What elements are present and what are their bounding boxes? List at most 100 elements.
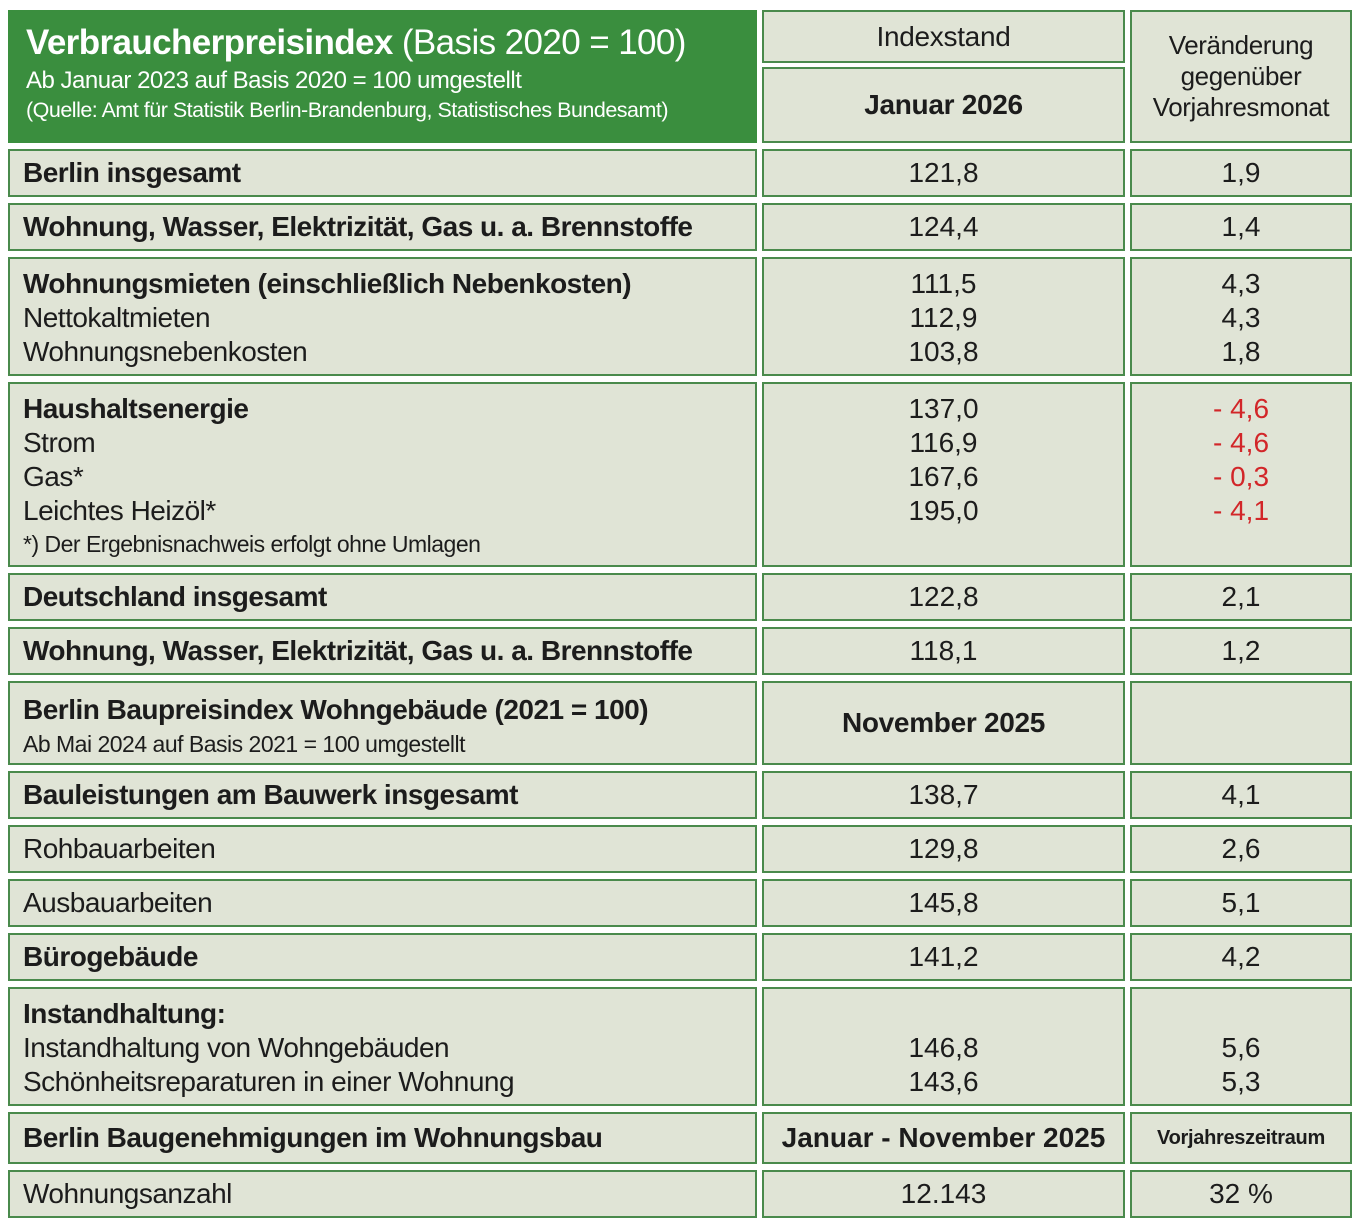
- index-value-cell: 111,5 112,9 103,8: [762, 257, 1125, 376]
- table-row: Berlin Baupreisindex Wohngebäude (2021 =…: [8, 681, 1352, 765]
- table-row: Bürogebäude 141,2 4,2: [8, 933, 1352, 981]
- row-label: Wohnungsanzahl: [23, 1178, 232, 1209]
- change-value: Vorjahreszeitraum: [1157, 1127, 1325, 1149]
- change-value-cell: 1,2: [1130, 627, 1352, 675]
- title-subtitle: Ab Januar 2023 auf Basis 2020 = 100 umge…: [26, 67, 522, 94]
- table-header-row: Verbraucherpreisindex (Basis 2020 = 100)…: [8, 10, 1352, 143]
- change-value-cell: 1,9: [1130, 149, 1352, 197]
- table-row: Ausbauarbeiten 145,8 5,1: [8, 879, 1352, 927]
- index-value-cell: 118,1: [762, 627, 1125, 675]
- table-row: Deutschland insgesamt 122,8 2,1: [8, 573, 1352, 621]
- row-label: Nettokaltmieten: [23, 302, 211, 333]
- change-value: 4,2: [1221, 941, 1261, 972]
- index-value: [764, 997, 1123, 1031]
- section-period: November 2025: [762, 681, 1125, 765]
- row-label-cell: Rohbauarbeiten: [8, 825, 757, 873]
- section-subtitle: Ab Mai 2024 auf Basis 2021 = 100 umgeste…: [23, 731, 466, 757]
- table-title-box: Verbraucherpreisindex (Basis 2020 = 100)…: [8, 10, 757, 143]
- table-row: Wohnungsanzahl 12.143 32 %: [8, 1170, 1352, 1218]
- index-value: 137,0: [908, 393, 979, 424]
- index-value-cell: 137,0 116,9 167,6 195,0: [762, 382, 1125, 567]
- change-value-cell: - 4,6- 4,6- 0,3- 4,1: [1130, 382, 1352, 567]
- change-value: 4,3: [1221, 268, 1261, 299]
- row-label: Ausbauarbeiten: [23, 887, 213, 918]
- change-value-cell: 5,6 5,3: [1130, 987, 1352, 1106]
- index-value: 121,8: [908, 157, 979, 188]
- change-value-cell: 32 %: [1130, 1170, 1352, 1218]
- index-value: 129,8: [908, 833, 979, 864]
- row-label: Wohnung, Wasser, Elektrizität, Gas u. a.…: [23, 635, 693, 666]
- change-value-cell: 4,2: [1130, 933, 1352, 981]
- section-title: Berlin Baupreisindex Wohngebäude (2021 =…: [23, 694, 649, 725]
- index-value: 195,0: [908, 495, 979, 526]
- change-value: 2,1: [1221, 581, 1261, 612]
- index-value: 167,6: [908, 461, 979, 492]
- index-value: Januar - November 2025: [781, 1122, 1106, 1153]
- row-label-cell: Berlin insgesamt: [8, 149, 757, 197]
- row-label: Bauleistungen am Bauwerk insgesamt: [23, 779, 518, 810]
- index-value-cell: 122,8: [762, 573, 1125, 621]
- index-value: 138,7: [908, 779, 979, 810]
- row-label-cell: Wohnungsmieten (einschließlich Nebenkost…: [8, 257, 757, 376]
- change-value: 1,4: [1221, 211, 1261, 242]
- table-row: Berlin insgesamt 121,8 1,9: [8, 149, 1352, 197]
- change-value: - 4,1: [1212, 495, 1270, 526]
- row-label: Berlin insgesamt: [23, 157, 241, 188]
- change-value-cell: 4,3 4,3 1,8: [1130, 257, 1352, 376]
- statistics-table: Verbraucherpreisindex (Basis 2020 = 100)…: [8, 10, 1352, 1218]
- row-label: Gas*: [23, 461, 84, 492]
- row-label: Rohbauarbeiten: [23, 833, 216, 864]
- index-value: 122,8: [908, 581, 979, 612]
- table-row: Rohbauarbeiten 129,8 2,6: [8, 825, 1352, 873]
- column-header-change: Veränderung gegenüber Vorjahresmonat: [1130, 10, 1352, 143]
- change-value: 1,8: [1221, 336, 1261, 367]
- table-footnote: *) Der Ergebnisnachweis erfolgt ohne Uml…: [23, 531, 481, 557]
- table-row: Wohnungsmieten (einschließlich Nebenkost…: [8, 257, 1352, 376]
- row-label-cell: Ausbauarbeiten: [8, 879, 757, 927]
- index-value: 145,8: [908, 887, 979, 918]
- index-value-cell: 129,8: [762, 825, 1125, 873]
- row-label-cell: Deutschland insgesamt: [8, 573, 757, 621]
- row-label-cell: Berlin Baugenehmigungen im Wohnungsbau: [8, 1112, 757, 1164]
- page-title: Verbraucherpreisindex (Basis 2020 = 100): [26, 21, 739, 65]
- table-row: Wohnung, Wasser, Elektrizität, Gas u. a.…: [8, 203, 1352, 251]
- change-value: 4,3: [1221, 302, 1261, 333]
- index-value-cell: 138,7: [762, 771, 1125, 819]
- index-value-cell: 124,4: [762, 203, 1125, 251]
- index-value: 103,8: [908, 336, 979, 367]
- change-value: - 4,6: [1212, 393, 1270, 424]
- table-row: Bauleistungen am Bauwerk insgesamt 138,7 4…: [8, 771, 1352, 819]
- change-value: - 0,3: [1212, 461, 1270, 492]
- row-label: Instandhaltung von Wohngebäuden: [23, 1032, 450, 1063]
- index-header-stack: Indexstand Januar 2026: [762, 10, 1125, 143]
- index-value: 116,9: [909, 427, 978, 458]
- row-label-cell: Bürogebäude: [8, 933, 757, 981]
- index-value-cell: 145,8: [762, 879, 1125, 927]
- row-label-cell: Berlin Baupreisindex Wohngebäude (2021 =…: [8, 681, 757, 765]
- row-label-cell: Wohnung, Wasser, Elektrizität, Gas u. a.…: [8, 627, 757, 675]
- change-value-cell: 1,4: [1130, 203, 1352, 251]
- change-value: 5,1: [1221, 887, 1261, 918]
- title-source: (Quelle: Amt für Statistik Berlin-Brande…: [26, 98, 669, 122]
- change-value: 4,1: [1221, 779, 1261, 810]
- change-value: 5,6: [1221, 1032, 1261, 1063]
- row-label-cell: Instandhaltung: Instandhaltung von Wohnge…: [8, 987, 757, 1106]
- index-value: 141,2: [908, 941, 979, 972]
- change-value: - 4,6: [1212, 427, 1270, 458]
- row-label: Wohnung, Wasser, Elektrizität, Gas u. a.…: [23, 211, 693, 242]
- title-basis: (Basis 2020 = 100): [401, 23, 687, 62]
- change-value-cell: 2,6: [1130, 825, 1352, 873]
- change-value: 5,3: [1221, 1066, 1261, 1097]
- column-header-period: Januar 2026: [762, 67, 1125, 143]
- row-label: Strom: [23, 427, 96, 458]
- row-label-cell: Wohnungsanzahl: [8, 1170, 757, 1218]
- row-label: Leichtes Heizöl*: [23, 495, 216, 526]
- change-value: 32 %: [1209, 1178, 1273, 1209]
- index-value: 143,6: [908, 1066, 979, 1097]
- index-value-cell: Januar - November 2025: [762, 1112, 1125, 1164]
- row-label: Deutschland insgesamt: [23, 581, 327, 612]
- change-value: 2,6: [1221, 833, 1261, 864]
- change-value: 1,2: [1221, 635, 1261, 666]
- index-value-cell: 141,2: [762, 933, 1125, 981]
- index-value: 112,9: [909, 302, 978, 333]
